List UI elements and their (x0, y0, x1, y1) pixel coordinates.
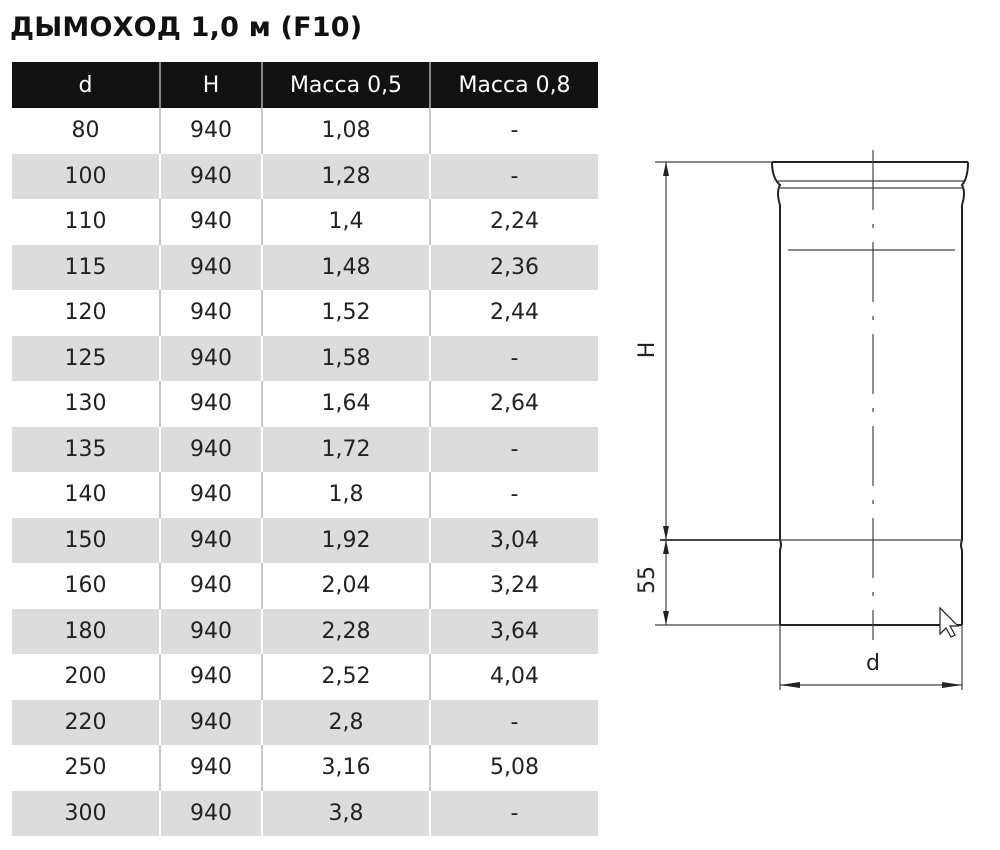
table-cell: 2,64 (429, 381, 598, 427)
table-cell: 940 (159, 699, 262, 745)
table-cell: 2,44 (429, 290, 598, 336)
table-cell: 940 (159, 654, 262, 700)
spec-table: d H Масса 0,5 Масса 0,8 80 940 1,08-100 940 1,2… (12, 62, 598, 836)
table-row: 220 940 2,8- (12, 699, 598, 745)
table-cell: 125 (12, 335, 160, 381)
table-row: 300 940 3,8- (12, 790, 598, 836)
table-cell: 940 (159, 335, 262, 381)
pipe-right (960, 161, 969, 625)
table-row: 140 940 1,8- (12, 472, 598, 518)
table-cell: - (429, 335, 598, 381)
table-cell: 940 (159, 381, 262, 427)
table-body: 80 940 1,08-100 940 1,28-110 940 1,4 2,24 115 940… (12, 108, 598, 836)
table-cell: 80 (71, 118, 100, 144)
diameter-label: d (866, 651, 880, 676)
table-cell: 3,8 (261, 790, 430, 836)
table-cell: 1,92 (261, 517, 430, 563)
table-cell: 120 (64, 300, 107, 326)
table-row: 130 940 1,64 2,64 (12, 381, 598, 427)
table-cell: 4,04 (429, 654, 598, 700)
table-cell: 940 (159, 153, 262, 199)
height-label: H (635, 342, 660, 359)
table-cell: 135 (12, 426, 160, 472)
table-cell: 940 (159, 608, 262, 654)
table-cell: 140 (64, 482, 107, 508)
table-cell: 160 (64, 573, 107, 599)
table-cell: 940 (159, 790, 262, 836)
table-cell: 2,04 (261, 563, 430, 609)
table-cell: 1,08 (261, 108, 430, 154)
table-cell: 1,52 (261, 290, 430, 336)
header-cell: Масса 0,8 (429, 62, 598, 108)
table-cell: - (429, 426, 598, 472)
table-cell: 115 (12, 244, 160, 290)
table-cell: 940 (159, 108, 262, 154)
table-cell: - (429, 472, 598, 518)
table-row: 110 940 1,4 2,24 (12, 199, 598, 245)
table-row: 125 940 1,58- (12, 335, 598, 381)
table-cell: - (429, 153, 598, 199)
table-cell: 1,28 (261, 153, 430, 199)
table-cell: 180 (12, 608, 160, 654)
table-cell: 100 (12, 153, 160, 199)
table-cell: 3,24 (429, 563, 598, 609)
table-row: 150 940 1,92 3,04 (12, 517, 598, 563)
table-cell: 2,52 (261, 654, 430, 700)
table-cell: 3,04 (429, 517, 598, 563)
table-row: 200 940 2,52 4,04 (12, 654, 598, 700)
header-cell: d (12, 62, 160, 108)
pipe-left (771, 161, 782, 625)
arrowheads (780, 682, 962, 688)
table-cell: 2,24 (429, 199, 598, 245)
socket-label: 55 (635, 566, 660, 594)
table-cell: 1,48 (261, 244, 430, 290)
table-cell: 940 (159, 563, 262, 609)
table-cell: 940 (159, 745, 262, 791)
table-cell: 1,4 (261, 199, 430, 245)
table-row: 80 940 1,08- (12, 108, 598, 154)
table-cell: - (429, 699, 598, 745)
table-cell: 940 (159, 472, 262, 518)
table-cell: 150 (12, 517, 160, 563)
table-cell: 130 (64, 391, 107, 417)
table-cell: 3,16 (261, 745, 430, 791)
table-cell: 940 (159, 426, 262, 472)
table-cell: 110 (64, 209, 107, 235)
table-cell: 2,8 (261, 699, 430, 745)
table-cell: 2,28 (261, 608, 430, 654)
mouse-cursor (939, 606, 960, 638)
header-cell: H (159, 62, 262, 108)
table-cell: 200 (64, 664, 107, 690)
table-cell: 3,64 (429, 608, 598, 654)
table-cell: 250 (64, 755, 107, 781)
table-row: 120 940 1,52 2,44 (12, 290, 598, 336)
table-row: 135 940 1,72- (12, 426, 598, 472)
table-cell: 1,64 (261, 381, 430, 427)
table-cell: 940 (159, 244, 262, 290)
table-cell: 1,8 (261, 472, 430, 518)
header-row: d H Масса 0,5 Масса 0,8 (12, 62, 598, 108)
title: ДЫМОХОД 1,0 м (F10) (10, 12, 363, 43)
table-cell: - (429, 108, 598, 154)
table-cell: 2,36 (429, 244, 598, 290)
table-cell: 1,58 (261, 335, 430, 381)
table-cell: 300 (12, 790, 160, 836)
table-row: 180 940 2,28 3,64 (12, 608, 598, 654)
table-cell: 940 (159, 517, 262, 563)
table-row: 160 940 2,04 3,24 (12, 563, 598, 609)
table-cell: 940 (159, 290, 262, 336)
table-row: 115 940 1,48 2,36 (12, 244, 598, 290)
table-row: 100 940 1,28- (12, 153, 598, 199)
table-cell: 1,72 (261, 426, 430, 472)
table-cell: 940 (159, 199, 262, 245)
header-cell: Масса 0,5 (261, 62, 430, 108)
table-cell: - (429, 790, 598, 836)
arrowheads (663, 162, 669, 625)
table-cell: 220 (12, 699, 160, 745)
table-cell: 5,08 (429, 745, 598, 791)
table-row: 250 940 3,16 5,08 (12, 745, 598, 791)
